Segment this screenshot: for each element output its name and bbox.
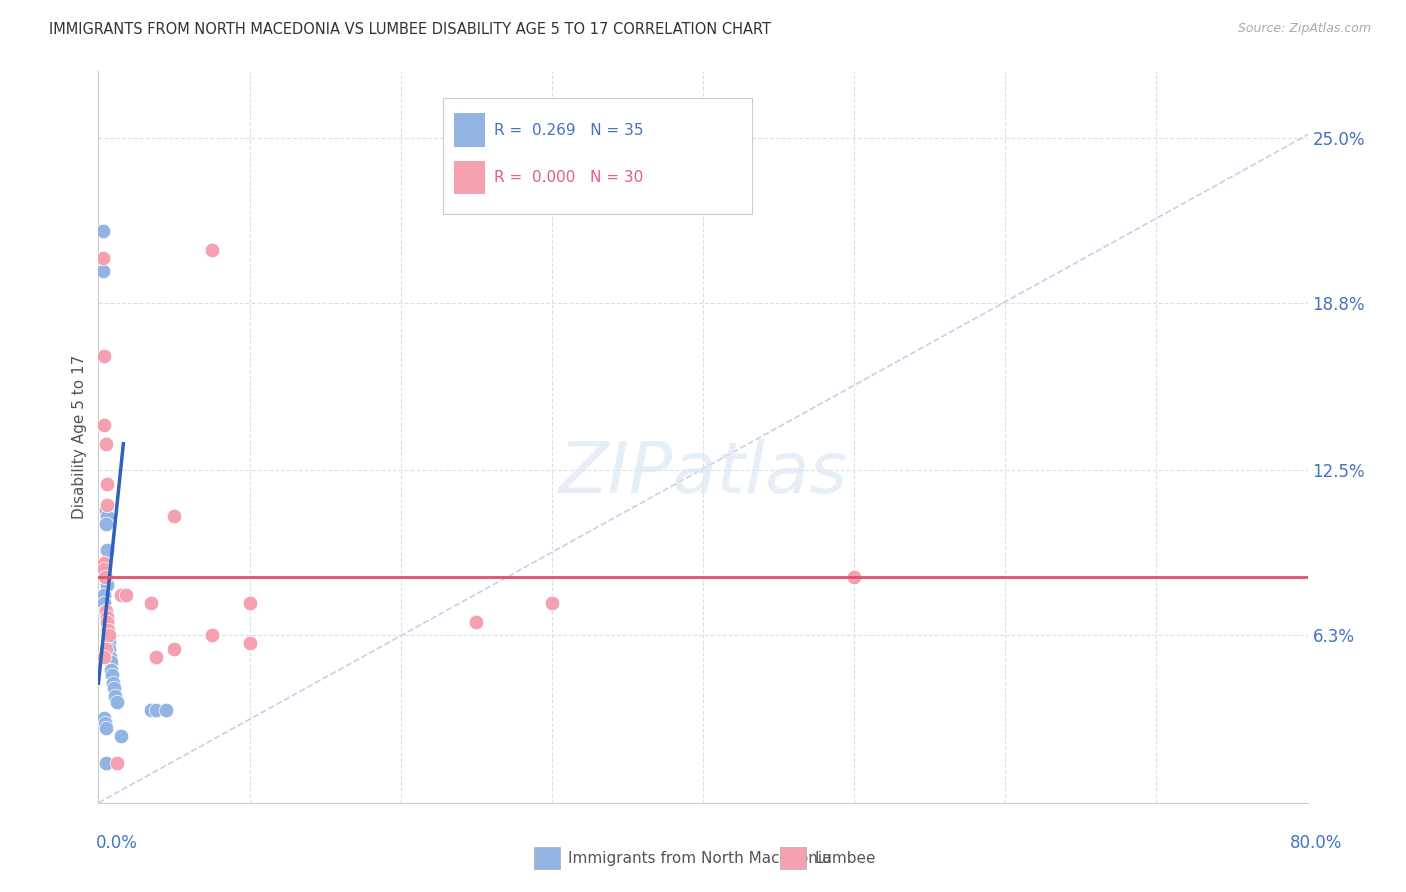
Text: Immigrants from North Macedonia: Immigrants from North Macedonia bbox=[568, 851, 831, 865]
Point bbox=[91, 562, 114, 576]
Y-axis label: Disability Age 5 to 17: Disability Age 5 to 17 bbox=[72, 355, 87, 519]
Point bbox=[93, 349, 115, 363]
Text: 0.0%: 0.0% bbox=[96, 834, 138, 852]
Point bbox=[91, 224, 114, 238]
Point bbox=[94, 516, 117, 531]
Point bbox=[94, 609, 117, 624]
Point bbox=[93, 557, 115, 571]
Point bbox=[844, 570, 866, 584]
Point bbox=[94, 570, 117, 584]
Point bbox=[94, 436, 117, 450]
Text: R =  0.000   N = 30: R = 0.000 N = 30 bbox=[494, 170, 643, 185]
Point bbox=[98, 641, 121, 656]
Point bbox=[101, 668, 124, 682]
Point bbox=[98, 628, 121, 642]
Text: ZIPatlas: ZIPatlas bbox=[558, 439, 848, 508]
Point bbox=[141, 596, 163, 610]
Point bbox=[96, 609, 118, 624]
Point bbox=[110, 588, 132, 602]
Point bbox=[96, 508, 118, 523]
Text: IMMIGRANTS FROM NORTH MACEDONIA VS LUMBEE DISABILITY AGE 5 TO 17 CORRELATION CHA: IMMIGRANTS FROM NORTH MACEDONIA VS LUMBE… bbox=[49, 22, 772, 37]
Point bbox=[94, 570, 117, 584]
Point bbox=[93, 596, 115, 610]
Point bbox=[93, 557, 115, 571]
Point bbox=[94, 604, 117, 618]
Point bbox=[145, 703, 167, 717]
Point bbox=[94, 716, 117, 731]
Point bbox=[239, 636, 262, 650]
Point bbox=[105, 756, 128, 770]
Point bbox=[97, 623, 120, 637]
Point bbox=[100, 655, 122, 669]
Point bbox=[96, 543, 118, 558]
Point bbox=[93, 562, 115, 576]
Point bbox=[96, 615, 118, 629]
Point bbox=[93, 711, 115, 725]
Point bbox=[96, 577, 118, 591]
Point bbox=[201, 628, 224, 642]
Point bbox=[239, 596, 262, 610]
Point bbox=[100, 663, 122, 677]
Point bbox=[93, 649, 115, 664]
Point bbox=[141, 703, 163, 717]
Point bbox=[93, 588, 115, 602]
Point bbox=[98, 649, 121, 664]
Point bbox=[110, 729, 132, 743]
Text: R =  0.269   N = 35: R = 0.269 N = 35 bbox=[494, 123, 643, 137]
Point bbox=[465, 615, 488, 629]
Point bbox=[94, 722, 117, 736]
Point bbox=[91, 251, 114, 265]
Point bbox=[145, 649, 167, 664]
Point bbox=[104, 690, 127, 704]
Point bbox=[103, 681, 125, 696]
Point bbox=[96, 476, 118, 491]
Text: 80.0%: 80.0% bbox=[1291, 834, 1343, 852]
Point bbox=[105, 695, 128, 709]
Point bbox=[93, 418, 115, 433]
Point bbox=[101, 676, 124, 690]
Point bbox=[94, 604, 117, 618]
Point bbox=[163, 641, 186, 656]
Point bbox=[96, 615, 118, 629]
Point bbox=[155, 703, 177, 717]
Text: Lumbee: Lumbee bbox=[814, 851, 876, 865]
Text: Source: ZipAtlas.com: Source: ZipAtlas.com bbox=[1237, 22, 1371, 36]
Point bbox=[94, 503, 117, 517]
Point bbox=[96, 498, 118, 512]
Point bbox=[94, 641, 117, 656]
Point bbox=[96, 623, 118, 637]
Point bbox=[201, 243, 224, 257]
Point bbox=[91, 264, 114, 278]
Point bbox=[98, 636, 121, 650]
Point bbox=[94, 756, 117, 770]
Point bbox=[163, 508, 186, 523]
Point bbox=[540, 596, 562, 610]
Point bbox=[114, 588, 136, 602]
Point bbox=[97, 628, 120, 642]
